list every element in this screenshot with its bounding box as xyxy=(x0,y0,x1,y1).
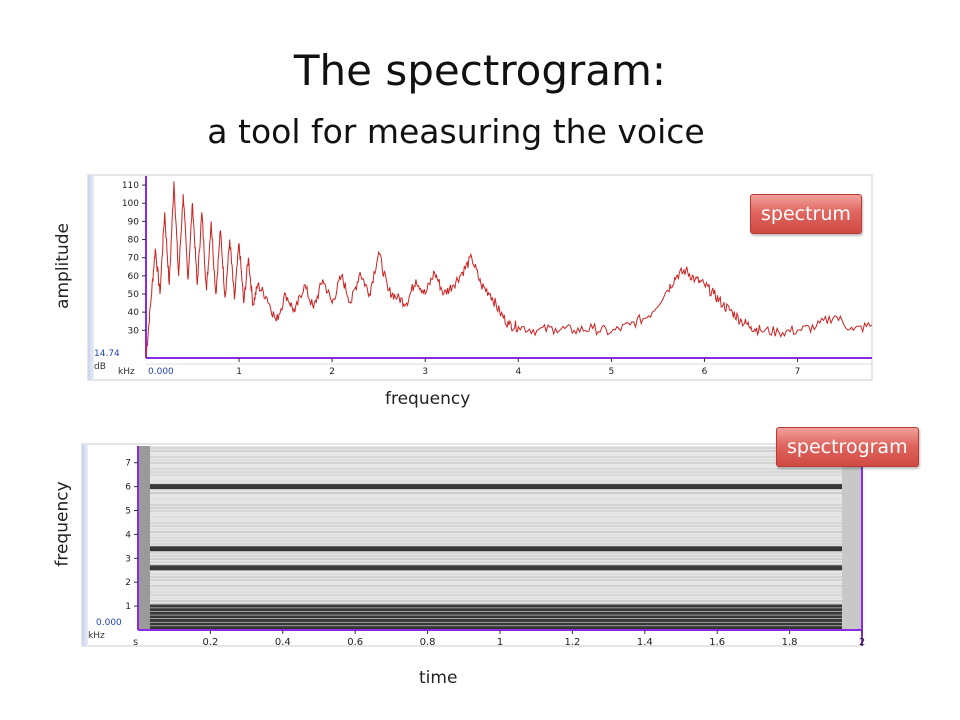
spectrum-y-tick-label: 30 xyxy=(128,326,140,336)
spectrogram-x-tick-label: 2 xyxy=(859,637,865,648)
spectrum-y-tick-label: 90 xyxy=(128,217,140,227)
spectrum-y-tick-label: 110 xyxy=(122,181,139,191)
spectrogram-dark-band xyxy=(150,626,842,630)
spectrum-x-tick-label: 2 xyxy=(329,367,335,377)
spectrogram-dark-band xyxy=(150,604,842,608)
spectrogram-dark-band xyxy=(150,608,842,612)
slide-subtitle: a tool for measuring the voice xyxy=(207,112,705,151)
spectrum-y-min-label: 14.74 xyxy=(94,349,120,359)
spectrogram-image xyxy=(138,446,862,630)
spectrogram-y-tick-label: 7 xyxy=(125,459,131,469)
spectrogram-x-tick-label: 0.6 xyxy=(347,637,363,648)
spectrum-y-tick-label: 40 xyxy=(128,308,140,318)
spectrogram-x-tick-label: 0.4 xyxy=(275,637,291,648)
spectrum-x-tick-label: 3 xyxy=(422,367,428,377)
spectrum-panel-frame xyxy=(87,174,873,381)
spectrogram-dark-band xyxy=(150,618,842,622)
spectrogram-y-tick-label: 5 xyxy=(125,507,131,517)
spectrogram-x-tick-label: 0.2 xyxy=(202,637,218,648)
spectrum-y-tick-label: 80 xyxy=(128,236,140,246)
spectrogram-x-tick-label: 0.8 xyxy=(420,637,436,648)
spectrogram-y-tick-label: 6 xyxy=(125,483,131,493)
spectrum-trace xyxy=(145,181,873,358)
spectrogram-dark-band xyxy=(150,565,842,571)
spectrogram-left-edge xyxy=(138,446,150,630)
spectrogram-y-unit: kHz xyxy=(88,631,105,641)
spectrum-y-unit: dB xyxy=(94,362,106,372)
spectrum-panel-sidebar xyxy=(88,175,94,380)
spectrogram-y-tick-label: 3 xyxy=(125,554,131,564)
spectrogram-dark-band xyxy=(150,484,842,490)
spectrum-y-tick-label: 60 xyxy=(128,272,140,282)
spectrogram-dark-band xyxy=(150,615,842,619)
spectrum-y-tick-label: 100 xyxy=(122,199,139,209)
spectrum-x-tick-label: 4 xyxy=(515,367,521,377)
spectrogram-y-start-label: 0.000 xyxy=(96,618,122,628)
spectrogram-x-tick-label: 1 xyxy=(497,637,503,648)
spectrum-x-tick-label: 7 xyxy=(795,367,801,377)
spectrogram-dark-band xyxy=(150,622,842,626)
spectrogram-x-tick-label: 1.6 xyxy=(709,637,725,648)
spectrogram-tag: spectrogram xyxy=(776,427,919,467)
spectrum-x-label: frequency xyxy=(385,389,471,409)
slide-title: The spectrogram: xyxy=(293,46,667,95)
spectrogram-y-tick-label: 1 xyxy=(125,602,131,612)
spectrum-x-tick-label: 5 xyxy=(609,367,615,377)
spectrogram-x-tick-label: 1.8 xyxy=(782,637,798,648)
spectrogram-x-tick-label: 1.2 xyxy=(564,637,580,648)
spectrum-y-tick-label: 50 xyxy=(128,290,140,300)
spectrum-y-label: amplitude xyxy=(52,223,73,309)
spectrum-x-tick-label: 1 xyxy=(236,367,242,377)
spectrogram-panel-sidebar xyxy=(82,444,88,646)
spectrogram-dark-band xyxy=(150,546,842,552)
spectrogram-dark-band xyxy=(150,611,842,615)
spectrum-x-tick-label: 6 xyxy=(702,367,708,377)
spectrogram-y-label: frequency xyxy=(52,481,73,567)
spectrum-tag: spectrum xyxy=(750,194,862,234)
spectrogram-x-label: time xyxy=(419,668,458,688)
spectrogram-y-tick-label: 4 xyxy=(125,530,131,540)
spectrum-x-unit: kHz xyxy=(118,367,135,377)
spectrogram-x-tick-label: 1.4 xyxy=(637,637,653,648)
spectrogram-x-unit: s xyxy=(133,637,138,648)
spectrogram-y-tick-label: 2 xyxy=(125,578,131,588)
spectrogram-right-margin xyxy=(842,446,862,630)
spectrum-y-tick-label: 70 xyxy=(128,254,140,264)
spectrum-x-start-label: 0.000 xyxy=(148,367,174,377)
